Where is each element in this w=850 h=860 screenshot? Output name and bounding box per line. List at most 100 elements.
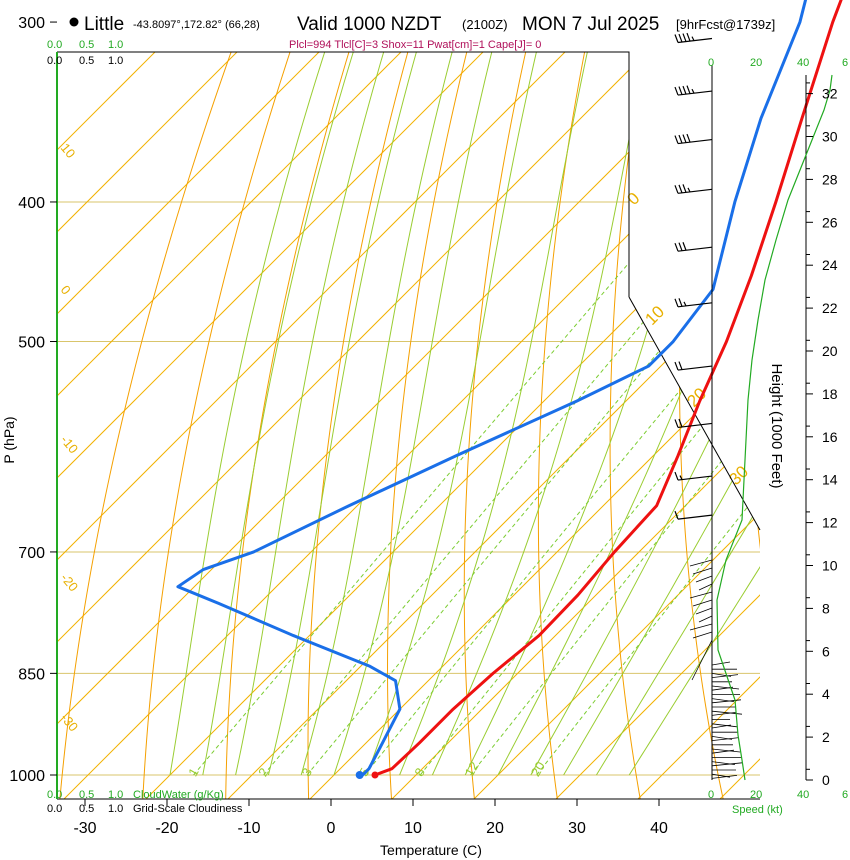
temp-tick-label: -30	[73, 820, 96, 837]
valid-utc: (2100Z)	[462, 17, 508, 32]
pressure-tick-label: 400	[18, 195, 45, 212]
mixing-ratio-line	[470, 201, 760, 776]
valid-time: Valid 1000 NZDT	[297, 14, 442, 35]
isotherm	[57, 52, 325, 799]
temp-tick-label: 30	[568, 820, 586, 837]
pressure-tick-label: 850	[18, 666, 45, 683]
wind-barb	[674, 418, 713, 429]
surface-dewpoint-marker	[355, 771, 364, 779]
wind-barb	[691, 639, 713, 681]
speed-tick-bottom: 6	[842, 789, 848, 801]
wind-barb	[674, 184, 713, 194]
cloudiness-tick-top: 0.5	[79, 55, 94, 67]
height-tick-label: 0	[822, 772, 830, 788]
moist-adiabat	[267, 52, 469, 776]
isotherm	[57, 52, 735, 799]
moist-adiabat	[595, 52, 760, 776]
pressure-tick-label: 300	[18, 15, 45, 32]
cloudwater-label: CloudWater (g/Kg)	[133, 789, 224, 801]
isotherm-label: 0	[623, 189, 643, 209]
temp-tick-label: 0	[327, 820, 336, 837]
valid-date: MON 7 Jul 2025	[522, 14, 659, 35]
dry-adiabat	[58, 52, 296, 799]
temp-tick-label: 40	[650, 820, 668, 837]
wind-speed-line	[716, 74, 833, 781]
isotherm-label: -10	[58, 432, 82, 456]
temperature-ticks: -30 -20 -10 0 10 20 30 40	[73, 799, 668, 837]
speed-tick-bottom: 40	[797, 789, 809, 801]
wind-barb	[674, 361, 713, 371]
moist-adiabat	[300, 52, 502, 776]
mixing-ratio-line	[263, 201, 746, 776]
mixing-ratio-label: 2	[255, 765, 272, 779]
height-tick-label: 12	[822, 515, 838, 531]
height-tick-label: 30	[822, 129, 838, 145]
wind-barb	[674, 242, 713, 252]
cloudiness-label: Grid-Scale Cloudiness	[133, 803, 243, 815]
isotherm-label: 0	[58, 282, 74, 297]
cloudiness-tick-top: 0.0	[47, 55, 62, 67]
speed-tick-top: 6	[842, 57, 848, 69]
mixing-ratio-line	[364, 201, 760, 776]
cloudwater-tick-top: 1.0	[108, 39, 123, 51]
wind-barb	[674, 510, 713, 520]
cloudwater-axis-top: 0.0 0.5 1.0 0.0 0.5 1.0	[47, 39, 123, 67]
temp-tick-label: 10	[404, 820, 422, 837]
cloudiness-tick-bottom: 0.0	[47, 803, 62, 815]
forecast-info: [9hrFcst@1739z]	[676, 17, 775, 32]
wind-barb	[674, 85, 713, 96]
height-tick-label: 2	[822, 729, 830, 745]
stability-indices: Plcl=994 Tlcl[C]=3 Shox=11 Pwat[cm]=1 Ca…	[289, 39, 541, 51]
isotherm-label: -20	[58, 570, 82, 594]
height-tick-label: 14	[822, 472, 838, 488]
isotherm	[57, 52, 571, 799]
height-tick-label: 20	[822, 343, 838, 359]
mixing-ratio-labels: 1 2 3 5 8 12 20	[185, 759, 548, 779]
cloudwater-axis-bottom: 0.0 0.5 1.0 CloudWater (g/Kg) 0.0 0.5 1.…	[47, 789, 243, 815]
height-tick-label: 26	[822, 214, 838, 230]
cloudiness-tick-bottom: 0.5	[79, 803, 94, 815]
moist-adiabat	[169, 52, 384, 776]
dry-adiabat	[225, 52, 405, 799]
cloudiness-tick-top: 1.0	[108, 55, 123, 67]
mixing-ratio-label: 3	[298, 765, 315, 779]
speed-tick-top: 40	[797, 57, 809, 69]
height-tick-label: 16	[822, 429, 838, 445]
isotherm	[385, 52, 760, 799]
wind-barb	[674, 133, 713, 145]
station-bullet-icon	[69, 17, 79, 27]
speed-tick-bottom: 0	[708, 789, 714, 801]
height-tick-label: 8	[822, 600, 830, 616]
moist-adiabat	[628, 52, 760, 776]
wind-barb	[674, 298, 713, 308]
speed-tick-top: 0	[708, 57, 714, 69]
cloudwater-tick-bottom: 0.5	[79, 789, 94, 801]
isotherm-label: 10	[641, 302, 668, 329]
isotherm	[549, 52, 760, 799]
isotherm	[57, 52, 760, 799]
station-name: Little	[84, 14, 124, 35]
surface-temp-marker	[371, 771, 379, 779]
temp-tick-label: 20	[486, 820, 504, 837]
isotherm	[221, 52, 760, 799]
x-axis-label: Temperature (C)	[380, 842, 482, 858]
height-tick-label: 6	[822, 643, 830, 659]
isotherm	[467, 52, 760, 799]
temperature-line	[374, 0, 843, 777]
dry-adiabat	[387, 52, 514, 799]
pressure-tick-label: 700	[18, 545, 45, 562]
moist-adiabat	[530, 52, 760, 776]
height-tick-label: 22	[822, 300, 838, 316]
height-axis-label: Height (1000 Feet)	[768, 363, 785, 488]
height-tick-label: 10	[822, 558, 838, 574]
isotherm	[303, 52, 760, 799]
height-tick-label: 32	[822, 86, 838, 102]
y-axis-label: P (hPa)	[1, 416, 17, 463]
cloudwater-tick-top: 0.0	[47, 39, 62, 51]
temp-tick-label: -10	[237, 820, 260, 837]
speed-axis-label: Speed (kt)	[732, 804, 783, 816]
mixing-ratio-label: 12	[462, 759, 482, 779]
wind-barbs-low	[689, 559, 743, 779]
